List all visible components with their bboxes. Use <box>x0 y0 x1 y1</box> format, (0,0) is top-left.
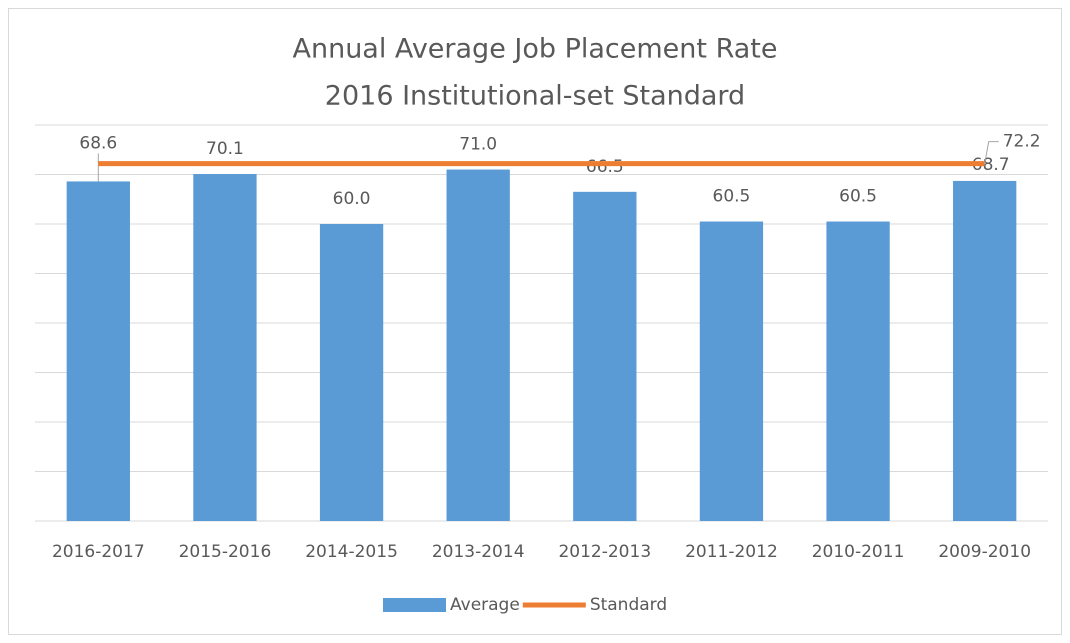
bar <box>826 221 890 521</box>
data-label: 60.5 <box>839 187 877 207</box>
legend-label: Average <box>450 595 520 615</box>
chart-title: Annual Average Job Placement Rate <box>293 34 778 65</box>
x-tick-label: 2013-2014 <box>432 542 525 562</box>
x-tick-label: 2014-2015 <box>305 542 398 562</box>
x-tick-label: 2012-2013 <box>558 542 651 562</box>
bar <box>319 224 384 521</box>
x-tick-label: 2009-2010 <box>938 542 1031 562</box>
x-tick-label: 2015-2016 <box>179 542 272 562</box>
data-label: 60.0 <box>333 189 371 209</box>
data-label: 70.1 <box>206 139 244 159</box>
x-tick-label: 2016-2017 <box>52 542 145 562</box>
chart-subtitle: 2016 Institutional-set Standard <box>325 81 745 112</box>
data-label: 60.5 <box>713 187 751 207</box>
leader-line <box>984 141 999 164</box>
bar <box>573 191 637 521</box>
bar <box>446 169 510 522</box>
x-tick-label: 2010-2011 <box>812 542 905 562</box>
bar <box>953 180 1017 521</box>
x-tick-label: 2011-2012 <box>685 542 778 562</box>
data-label: 68.6 <box>79 133 117 153</box>
bar <box>66 181 130 521</box>
bar <box>699 221 764 521</box>
data-label: 72.2 <box>1003 132 1041 152</box>
legend-label: Standard <box>590 595 667 615</box>
legend-swatch <box>383 598 446 612</box>
data-label: 68.7 <box>972 155 1010 175</box>
data-label: 66.5 <box>586 157 624 177</box>
bar <box>193 174 257 521</box>
data-label: 71.0 <box>459 135 497 155</box>
